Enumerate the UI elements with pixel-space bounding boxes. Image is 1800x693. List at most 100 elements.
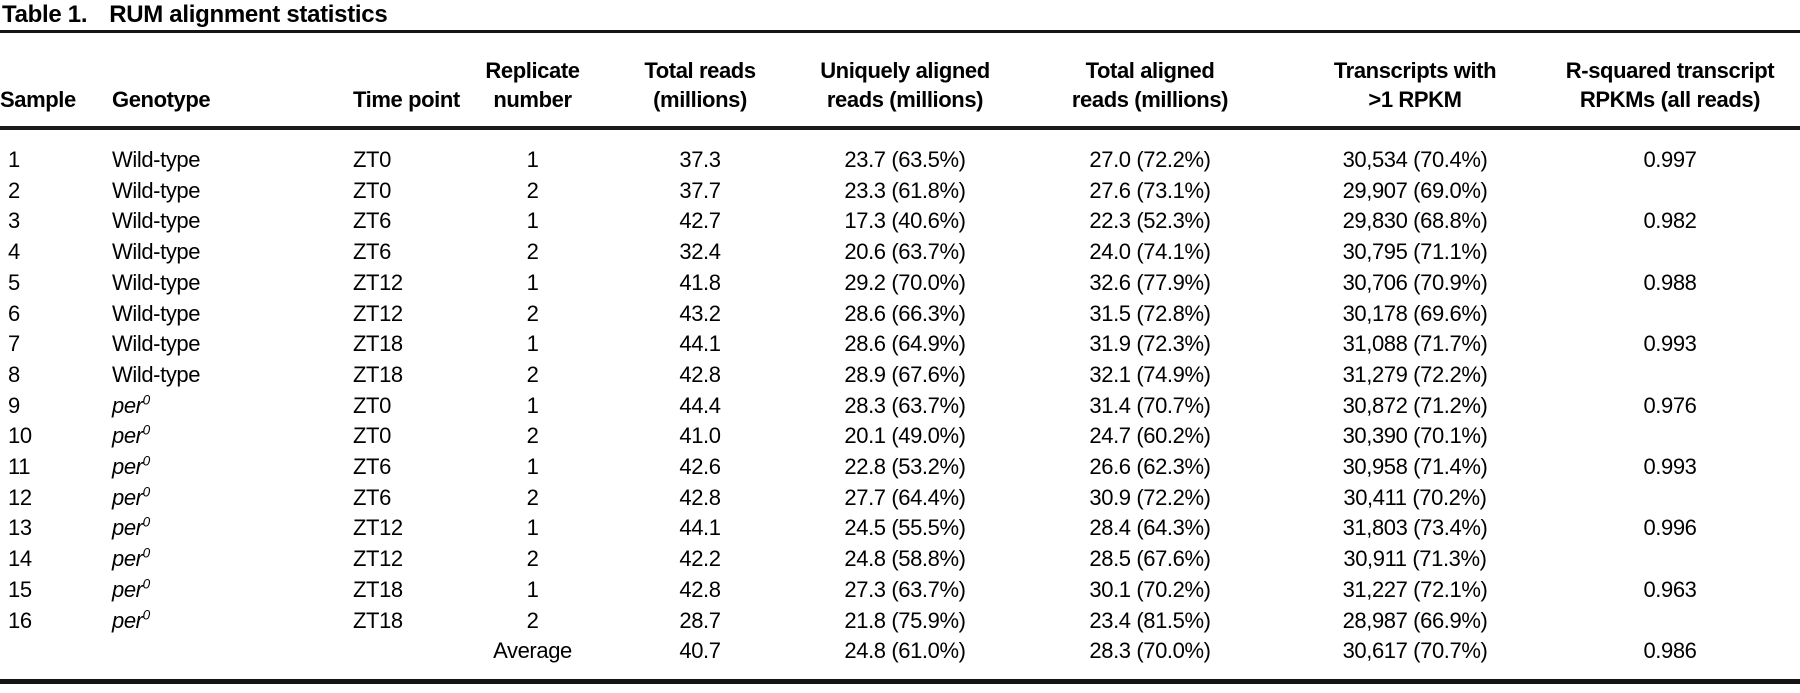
column-header-r-squared: R-squared transcript RPKMs (all reads)	[1565, 58, 1775, 112]
cell-total-aligned-reads: 27.0 (72.2%)	[1089, 147, 1211, 172]
cell-total-aligned-reads: 28.3 (70.0%)	[1089, 638, 1211, 664]
cell-replicate-number: 2	[526, 423, 539, 449]
cell-transcripts-rpkm: 30,411 (70.2%)	[1343, 484, 1487, 510]
cell-sample: 3	[8, 208, 20, 234]
table-row: 8 Wild-type ZT18 2 42.8 28.9 (67.6%) 32.1 (74.…	[0, 360, 1800, 391]
genotype-superscript: 0	[142, 607, 151, 623]
cell-sample: 7	[8, 331, 20, 357]
cell-total-aligned-reads: 24.0 (74.1%)	[1089, 239, 1211, 265]
cell-replicate-number: 2	[526, 177, 539, 203]
table-body: 1 Wild-type ZT0 1 37.3 23.7 (63.5%) 27.0 (72.2…	[0, 128, 1800, 681]
cell-transcripts-rpkm: 29,907 (69.0%)	[1342, 177, 1488, 203]
table-row: Average 40.7 24.8 (61.0%) 28.3 (70.0%) 30,61…	[0, 636, 1800, 681]
cell-time-point: ZT18	[353, 576, 403, 602]
cell-genotype: per0	[105, 606, 345, 637]
cell-total-reads: 42.8	[679, 361, 721, 387]
cell-genotype	[105, 636, 345, 681]
cell-total-reads: 44.4	[679, 392, 721, 418]
column-header-replicate-number: Replicate number	[485, 58, 580, 112]
cell-transcripts-rpkm: 29,830 (68.8%)	[1342, 208, 1488, 234]
cell-total-aligned-reads: 23.4 (81.5%)	[1089, 607, 1211, 633]
cell-r-squared: 0.976	[1643, 392, 1697, 418]
cell-total-reads: 40.7	[679, 638, 721, 664]
cell-total-reads: 37.7	[679, 177, 721, 203]
cell-time-point: ZT12	[353, 546, 403, 572]
cell-r-squared	[1540, 421, 1800, 452]
cell-sample: 10	[8, 423, 32, 449]
column-header-uniquely-aligned-reads: Uniquely aligned reads (millions)	[820, 58, 990, 112]
cell-transcripts-rpkm: 30,872 (71.2%)	[1342, 392, 1488, 418]
cell-uniquely-aligned-reads: 22.8 (53.2%)	[844, 454, 966, 480]
cell-replicate-number: 2	[526, 300, 539, 326]
cell-uniquely-aligned-reads: 27.7 (64.4%)	[844, 484, 966, 510]
cell-total-aligned-reads: 24.7 (60.2%)	[1089, 423, 1211, 449]
cell-uniquely-aligned-reads: 27.3 (63.7%)	[844, 576, 966, 602]
cell-replicate-number: 2	[526, 484, 539, 510]
cell-total-reads: 44.1	[679, 515, 721, 541]
genotype-name: per	[112, 576, 143, 602]
cell-uniquely-aligned-reads: 20.6 (63.7%)	[844, 239, 966, 265]
cell-total-reads: 42.7	[679, 208, 721, 234]
cell-time-point: ZT6	[353, 484, 391, 510]
cell-r-squared: 0.997	[1643, 147, 1697, 172]
cell-uniquely-aligned-reads: 29.2 (70.0%)	[844, 269, 966, 295]
cell-r-squared: 0.993	[1643, 331, 1697, 357]
table-header: Sample Genotype Time point Replicate number…	[0, 33, 1800, 128]
cell-total-aligned-reads: 28.5 (67.6%)	[1089, 546, 1211, 572]
cell-transcripts-rpkm: 31,803 (73.4%)	[1342, 515, 1488, 541]
cell-uniquely-aligned-reads: 28.6 (64.9%)	[844, 331, 966, 357]
genotype-name: per	[112, 607, 143, 633]
cell-uniquely-aligned-reads: 23.7 (63.5%)	[844, 147, 966, 172]
cell-total-reads: 32.4	[679, 239, 721, 265]
cell-genotype: per0	[105, 483, 345, 514]
cell-r-squared	[1540, 237, 1800, 268]
cell-transcripts-rpkm: 28,987 (66.9%)	[1342, 607, 1488, 633]
cell-total-reads: 42.2	[679, 546, 721, 572]
genotype-name: per	[112, 423, 143, 449]
cell-total-reads: 41.0	[679, 423, 721, 449]
cell-replicate-number: 1	[526, 208, 539, 234]
genotype-name: per	[112, 392, 143, 418]
cell-uniquely-aligned-reads: 28.3 (63.7%)	[844, 392, 966, 418]
cell-r-squared	[1540, 360, 1800, 391]
cell-sample: 16	[8, 607, 32, 633]
genotype-superscript: 0	[142, 515, 151, 531]
table-row: 15 per0 ZT18 1 42.8 27.3 (63.7%) 30.1 (70.2%) 3…	[0, 575, 1800, 606]
cell-genotype: per0	[105, 575, 345, 606]
cell-r-squared	[1540, 544, 1800, 575]
cell-sample: 1	[8, 147, 20, 172]
cell-replicate-number: 2	[526, 607, 539, 633]
cell-time-point: ZT0	[353, 147, 391, 172]
cell-uniquely-aligned-reads: 28.9 (67.6%)	[844, 361, 966, 387]
rum-alignment-table: Sample Genotype Time point Replicate number…	[0, 33, 1800, 684]
cell-transcripts-rpkm: 31,279 (72.2%)	[1342, 361, 1488, 387]
table-header-row: Sample Genotype Time point Replicate number…	[0, 33, 1800, 128]
cell-total-reads: 41.8	[679, 269, 721, 295]
cell-total-aligned-reads: 32.6 (77.9%)	[1089, 269, 1211, 295]
genotype-superscript: 0	[142, 545, 151, 561]
cell-sample: 15	[8, 576, 32, 602]
column-header-time-point: Time point	[353, 87, 460, 112]
cell-total-reads: 42.6	[679, 454, 721, 480]
cell-transcripts-rpkm: 30,534 (70.4%)	[1342, 147, 1488, 172]
cell-transcripts-rpkm: 30,911 (71.3%)	[1343, 546, 1487, 572]
cell-genotype: Wild-type	[112, 331, 201, 357]
cell-sample: 13	[8, 515, 32, 541]
cell-time-point: ZT12	[353, 300, 403, 326]
cell-time-point: ZT12	[353, 515, 403, 541]
cell-uniquely-aligned-reads: 24.8 (61.0%)	[844, 638, 966, 664]
cell-uniquely-aligned-reads: 24.8 (58.8%)	[844, 546, 966, 572]
cell-time-point: ZT0	[353, 392, 391, 418]
cell-genotype: Wild-type	[112, 177, 201, 203]
cell-sample: 5	[8, 269, 20, 295]
cell-r-squared	[1540, 299, 1800, 330]
cell-transcripts-rpkm: 30,178 (69.6%)	[1342, 300, 1488, 326]
cell-time-point: ZT6	[353, 454, 391, 480]
cell-total-reads: 43.2	[679, 300, 721, 326]
table-row: 2 Wild-type ZT0 2 37.7 23.3 (61.8%) 27.6 (73.1…	[0, 176, 1800, 207]
cell-sample: 11	[8, 454, 31, 480]
cell-genotype: per0	[105, 544, 345, 575]
cell-replicate-number: 1	[526, 331, 539, 357]
cell-uniquely-aligned-reads: 23.3 (61.8%)	[844, 177, 966, 203]
column-header-genotype: Genotype	[112, 87, 211, 112]
